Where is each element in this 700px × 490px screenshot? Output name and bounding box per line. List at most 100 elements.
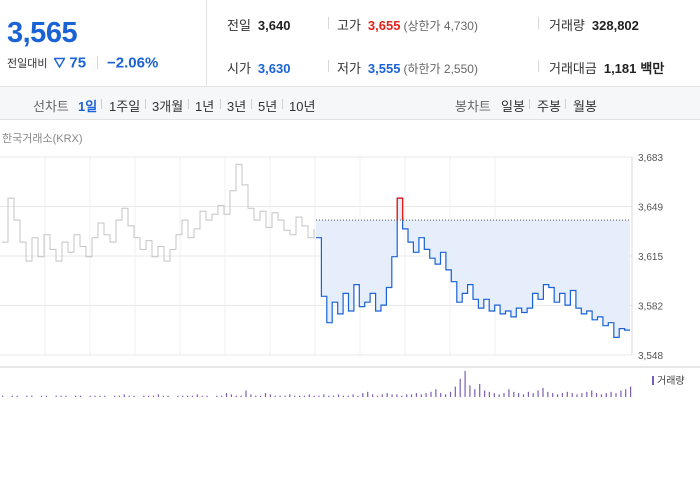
y-tick-label: 3,548 xyxy=(638,351,663,362)
prev-close-value: 3,640 xyxy=(257,18,291,33)
change-label: 전일대비 xyxy=(7,57,48,70)
tab-monthly-candle[interactable]: 월봉 xyxy=(573,99,597,114)
tab-1-week[interactable]: 1주일 xyxy=(109,99,141,114)
volume-bar xyxy=(31,395,33,397)
volume-bar xyxy=(94,395,96,397)
volume-bar xyxy=(449,391,452,397)
volume-bar xyxy=(143,395,145,397)
volume-bar xyxy=(148,395,150,397)
tab-weekly-candle[interactable]: 주봉 xyxy=(537,99,561,114)
price-area-fill xyxy=(316,198,630,338)
tab-daily-candle[interactable]: 일봉 xyxy=(501,99,525,114)
volume-bar xyxy=(479,384,481,397)
volume-bar xyxy=(2,395,4,397)
volume-bar xyxy=(566,391,568,397)
open-label: 시가 xyxy=(227,61,251,76)
volume-bar xyxy=(610,391,612,397)
volume-bar xyxy=(65,395,67,397)
volume-bar xyxy=(362,393,364,397)
volume-bar xyxy=(420,394,422,397)
volume-bar xyxy=(114,395,116,397)
tab-divider xyxy=(565,99,566,109)
volume-bar xyxy=(415,393,417,397)
tab-divider xyxy=(188,99,189,109)
volume-bar xyxy=(615,393,617,397)
volume-bar xyxy=(484,390,486,397)
volume-bar xyxy=(347,395,349,397)
trade-value-stat: 거래대금 1,181 백만 xyxy=(549,58,664,77)
volume-bar xyxy=(337,394,340,397)
prev-close-label: 전일 xyxy=(227,18,251,33)
volume-bar xyxy=(406,394,408,397)
volume-bar xyxy=(274,395,276,397)
volume-bar xyxy=(454,386,456,397)
volume-bar xyxy=(352,394,354,397)
volume-bar xyxy=(118,395,120,397)
tab-3-months[interactable]: 3개월 xyxy=(152,99,184,114)
volume-bar xyxy=(518,393,520,397)
volume-bar xyxy=(45,395,47,397)
tab-3-years[interactable]: 3년 xyxy=(227,99,247,114)
volume-value: 328,802 xyxy=(591,18,639,33)
chart-source-label: 한국거래소(KRX) xyxy=(2,133,83,145)
y-tick-label: 3,649 xyxy=(638,203,663,214)
price-summary-panel: 3,565 전일대비 75 −2.06% 전일 3,640 고가 3,655 (상한가… xyxy=(0,0,700,87)
volume-bar xyxy=(255,395,257,397)
open-value: 3,630 xyxy=(257,61,291,76)
volume-bar xyxy=(133,395,135,397)
volume-bar xyxy=(527,391,529,397)
volume-bar xyxy=(264,393,267,397)
volume-bar xyxy=(221,395,223,397)
volume-bar xyxy=(230,394,232,397)
volume-bar xyxy=(191,395,194,397)
change-rate: −2.06% xyxy=(106,54,159,72)
volume-bar xyxy=(75,395,77,397)
volume-bar xyxy=(430,391,432,397)
volume-bar xyxy=(104,395,106,397)
volume-bar xyxy=(493,393,495,397)
volume-bar xyxy=(513,391,515,397)
volume-bar xyxy=(542,387,544,397)
stat-divider xyxy=(328,17,329,29)
tab-1-year[interactable]: 1년 xyxy=(195,99,215,114)
stat-divider xyxy=(328,60,329,72)
tab-divider xyxy=(251,99,252,109)
volume-label: 거래량 xyxy=(549,18,585,33)
volume-bar xyxy=(391,394,393,397)
tab-divider xyxy=(220,99,221,109)
volume-bar xyxy=(410,394,413,397)
low-stat: 저가 3,555 (하한가 2,550) xyxy=(337,58,478,77)
volume-bar xyxy=(289,394,291,397)
trade-value-label: 거래대금 xyxy=(549,61,597,76)
tab-divider xyxy=(145,99,146,109)
volume-bar xyxy=(182,395,184,397)
volume-bar xyxy=(620,390,622,397)
volume-bar xyxy=(581,393,583,397)
volume-bar xyxy=(16,395,18,397)
volume-bar xyxy=(187,395,189,397)
volume-bar xyxy=(313,395,315,397)
volume-bar xyxy=(459,378,461,397)
volume-bar xyxy=(381,394,383,397)
lower-limit-value: (하한가 2,550) xyxy=(403,62,478,76)
tab-1-day[interactable]: 1일 xyxy=(78,99,98,114)
volume-bar xyxy=(250,394,252,397)
volume-bar xyxy=(386,393,388,397)
tab-10-years[interactable]: 10년 xyxy=(289,99,316,114)
volume-bar xyxy=(586,391,588,397)
volume-bar xyxy=(79,395,82,397)
volume-bar xyxy=(323,394,325,397)
volume-bar xyxy=(464,371,466,397)
y-tick-label: 3,615 xyxy=(638,252,663,263)
volume-bar xyxy=(503,393,505,397)
volume-bar xyxy=(55,395,57,397)
today-price-line xyxy=(316,197,630,338)
volume-bar xyxy=(537,390,539,397)
volume-bar xyxy=(201,395,203,397)
volume-bar xyxy=(299,395,301,397)
volume-bar xyxy=(440,393,442,397)
change-row: 전일대비 75 −2.06% xyxy=(7,54,158,72)
tab-5-years[interactable]: 5년 xyxy=(258,99,278,114)
volume-bar xyxy=(522,394,525,397)
volume-bar xyxy=(60,395,62,397)
